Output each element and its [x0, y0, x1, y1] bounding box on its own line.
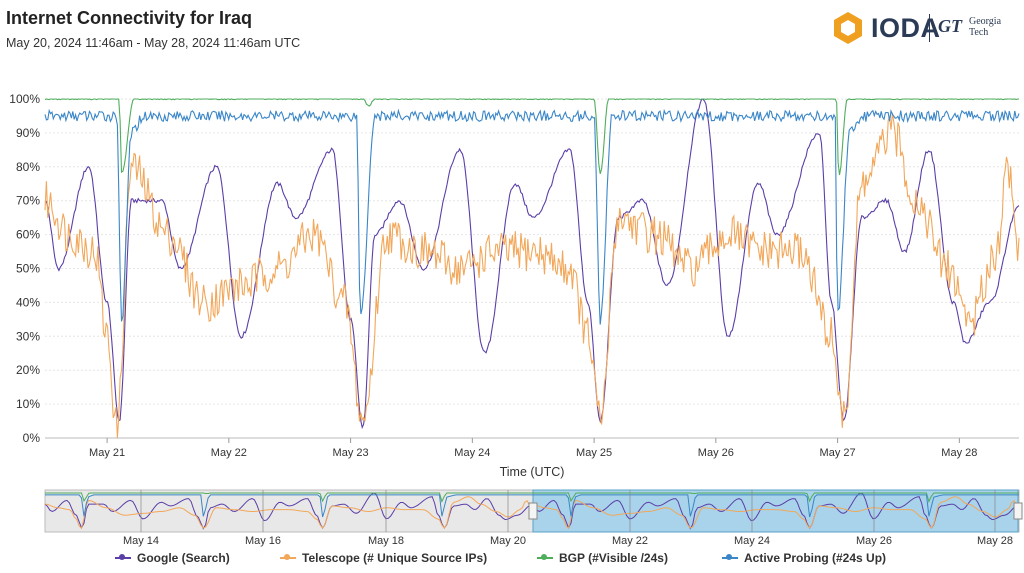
- ioda-logo: IODA GT Georgia Tech: [829, 10, 1014, 46]
- x-tick-label: May 24: [454, 447, 490, 459]
- chart-title: Internet Connectivity for Iraq: [6, 8, 253, 28]
- x-tick-label: May 23: [333, 447, 369, 459]
- x-tick-label: May 25: [576, 447, 612, 459]
- y-tick-label: 40%: [16, 295, 40, 309]
- navigator-tick-label: May 20: [490, 535, 526, 547]
- gt-logo-text: Georgia Tech: [969, 16, 1001, 38]
- legend-label: Active Probing (#24s Up): [744, 551, 887, 565]
- x-tick-label: May 26: [698, 447, 734, 459]
- series-line-0: [44, 98, 1020, 430]
- navigator-series-line-3: [45, 494, 1019, 518]
- navigator-right-handle[interactable]: [1013, 502, 1023, 520]
- navigator-tick-label: May 14: [123, 535, 159, 547]
- chart-grid: [45, 98, 1019, 439]
- y-tick-label: 50%: [16, 262, 40, 276]
- gt-logo-mark: GT: [938, 16, 962, 36]
- gt-logo-text-line2: Tech: [969, 27, 989, 38]
- logo-divider: [929, 14, 930, 42]
- y-tick-label: 30%: [16, 329, 40, 343]
- chart-subtitle: May 20, 2024 11:46am - May 28, 2024 11:4…: [6, 36, 301, 50]
- legend-swatch-icon: [280, 554, 296, 560]
- navigator-left-handle[interactable]: [528, 502, 538, 520]
- navigator-series-line-2: [45, 492, 1019, 503]
- legend-swatch-icon: [722, 554, 738, 560]
- legend-swatch-icon: [537, 554, 553, 560]
- x-tick-label: May 21: [89, 447, 125, 459]
- x-tick-label: May 28: [941, 447, 977, 459]
- legend-item[interactable]: Active Probing (#24s Up): [722, 551, 886, 565]
- legend-item[interactable]: Google (Search): [115, 551, 230, 565]
- legend-swatch-icon: [115, 554, 131, 560]
- legend-label: BGP (#Visible /24s): [559, 551, 668, 565]
- chart-legend: Google (Search) Telescope (# Unique Sourc…: [0, 551, 1024, 571]
- navigator-tick-label: May 16: [245, 535, 281, 547]
- range-navigator[interactable]: May 14 May 16 May 18 May 20 May 22 May 24 May …: [44, 489, 1023, 547]
- navigator-tick-label: May 22: [612, 535, 648, 547]
- x-tick-label: May 22: [211, 447, 247, 459]
- x-axis-label: Time (UTC): [500, 465, 565, 479]
- legend-item[interactable]: BGP (#Visible /24s): [537, 551, 668, 565]
- y-tick-label: 70%: [16, 194, 40, 208]
- y-tick-label: 0%: [23, 431, 41, 445]
- y-tick-label: 10%: [16, 397, 40, 411]
- navigator-tick-label: May 18: [368, 535, 404, 547]
- x-tick-label: May 27: [820, 447, 856, 459]
- y-tick-label: 20%: [16, 363, 40, 377]
- y-tick-label: 90%: [16, 126, 40, 140]
- chart-series: [44, 98, 1020, 439]
- navigator-tick-label: May 24: [734, 535, 770, 547]
- gt-logo-text-line1: Georgia: [969, 16, 1002, 27]
- navigator-ticks: May 14 May 16 May 18 May 20 May 22 May 24 May …: [123, 490, 1013, 547]
- y-axis-ticks: 0% 10% 20% 30% 40% 50% 60% 70% 80% 90% 100%: [9, 92, 40, 445]
- navigator-tick-label: May 28: [977, 535, 1013, 547]
- series-line-2: [44, 98, 1019, 176]
- navigator-selected-range[interactable]: [532, 489, 1019, 533]
- ioda-logo-text: IODA: [871, 13, 941, 43]
- legend-item[interactable]: Telescope (# Unique Source IPs): [280, 551, 487, 565]
- ioda-hexagon-icon: [834, 12, 862, 44]
- series-line-1: [44, 112, 1020, 439]
- x-axis-ticks: May 21 May 22 May 23 May 24 May 25 May 26 May …: [89, 438, 977, 459]
- navigator-tick-label: May 26: [856, 535, 892, 547]
- y-tick-label: 80%: [16, 160, 40, 174]
- legend-label: Google (Search): [137, 551, 230, 565]
- y-tick-label: 60%: [16, 228, 40, 242]
- legend-label: Telescope (# Unique Source IPs): [302, 551, 488, 565]
- y-tick-label: 100%: [9, 92, 40, 106]
- series-line-3: [44, 108, 1020, 325]
